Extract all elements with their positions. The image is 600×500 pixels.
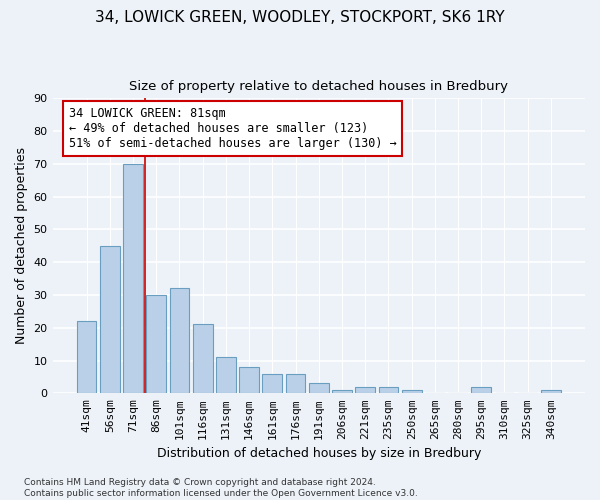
Bar (402, 390, 422, 394)
Bar (239, 367, 259, 394)
Bar (216, 358, 236, 394)
Bar (123, 164, 143, 394)
Y-axis label: Number of detached properties: Number of detached properties (15, 148, 28, 344)
Bar (355, 387, 375, 394)
Bar (146, 295, 166, 394)
Text: Contains HM Land Registry data © Crown copyright and database right 2024.
Contai: Contains HM Land Registry data © Crown c… (24, 478, 418, 498)
Bar (170, 288, 190, 394)
Bar (100, 246, 119, 394)
Title: Size of property relative to detached houses in Bredbury: Size of property relative to detached ho… (129, 80, 508, 93)
Bar (541, 390, 561, 394)
Bar (77, 321, 97, 394)
Bar (309, 384, 329, 394)
X-axis label: Distribution of detached houses by size in Bredbury: Distribution of detached houses by size … (157, 447, 481, 460)
Bar (193, 324, 212, 394)
Bar (379, 387, 398, 394)
Text: 34 LOWICK GREEN: 81sqm
← 49% of detached houses are smaller (123)
51% of semi-de: 34 LOWICK GREEN: 81sqm ← 49% of detached… (68, 107, 396, 150)
Bar (332, 390, 352, 394)
Bar (286, 374, 305, 394)
Bar (262, 374, 282, 394)
Bar (472, 387, 491, 394)
Text: 34, LOWICK GREEN, WOODLEY, STOCKPORT, SK6 1RY: 34, LOWICK GREEN, WOODLEY, STOCKPORT, SK… (95, 10, 505, 25)
